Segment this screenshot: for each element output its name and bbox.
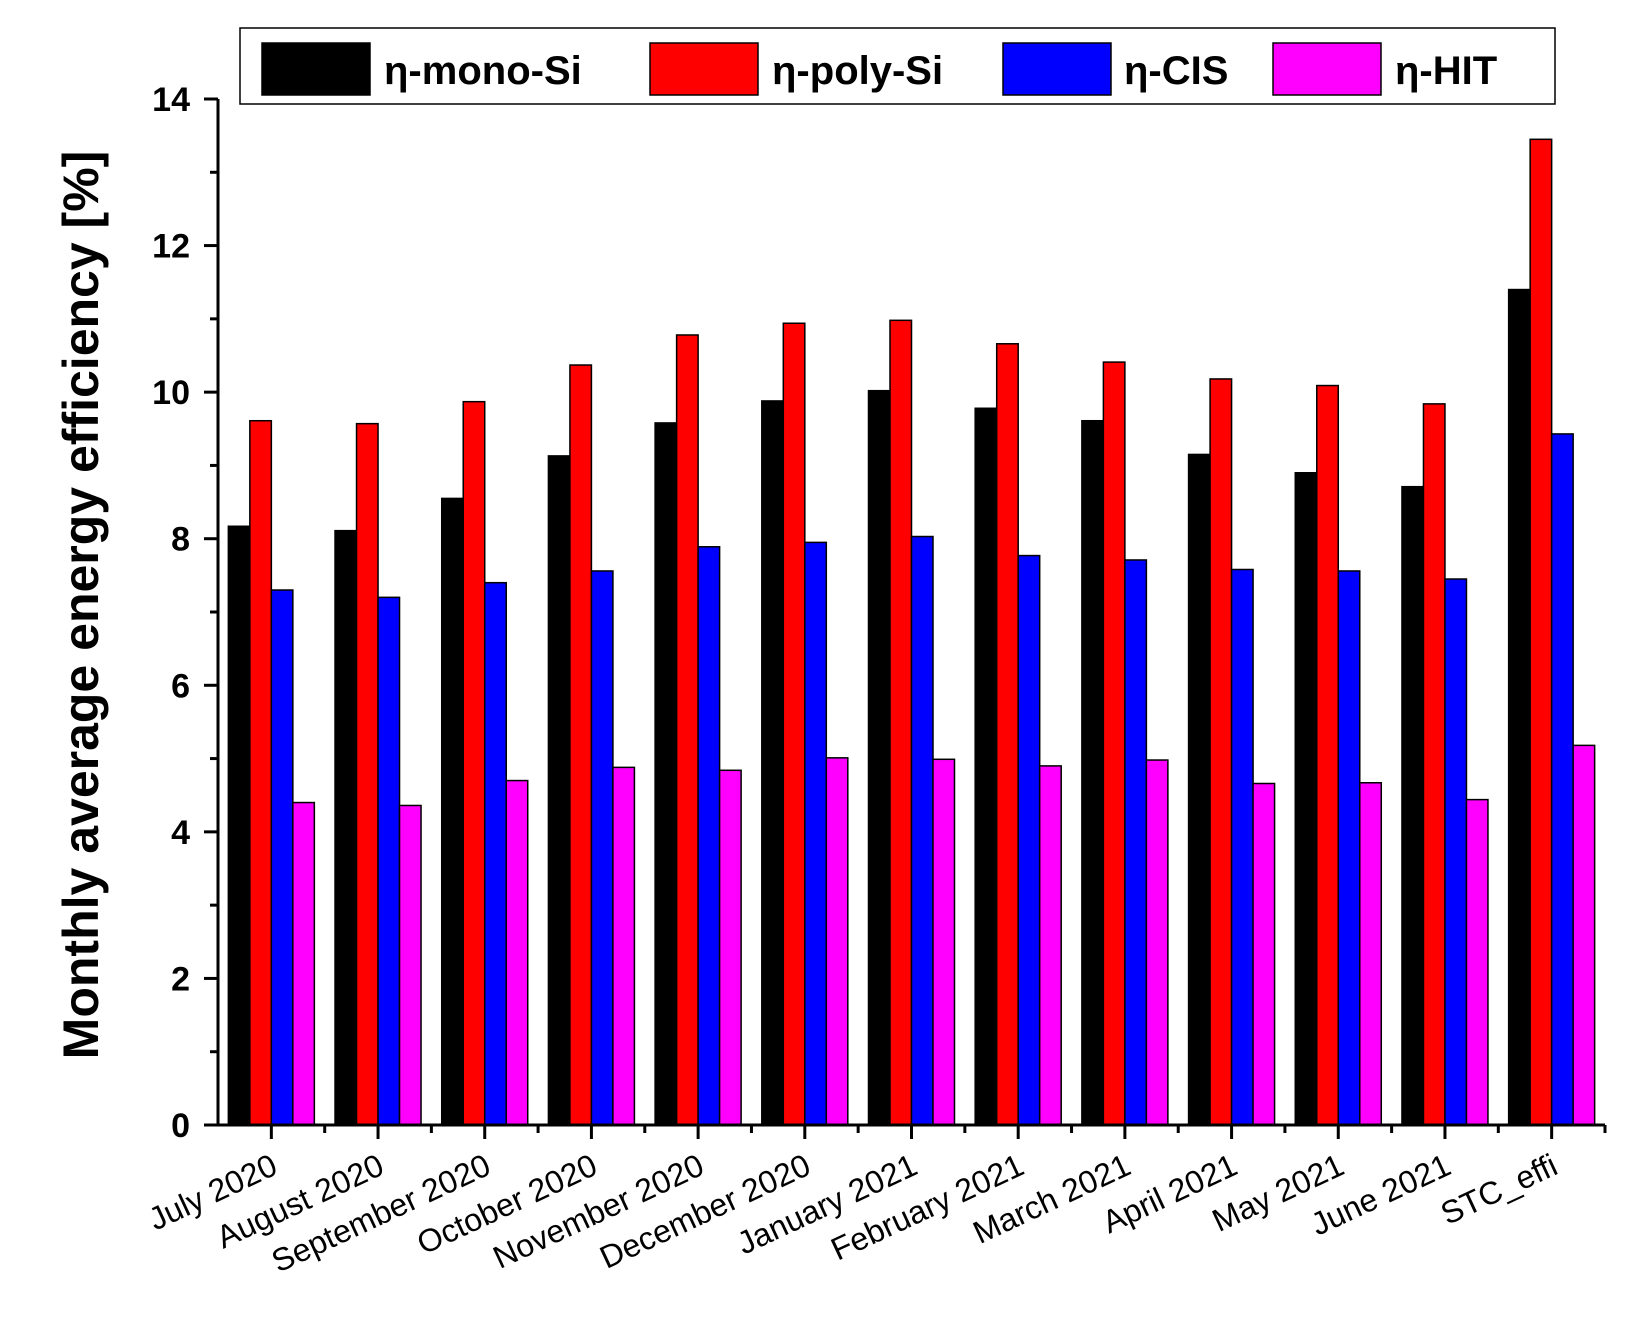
bar-july-2020-series-1 bbox=[249, 419, 273, 1126]
bar-july-2020-series-2 bbox=[270, 589, 294, 1126]
bar-december-2020-series-2 bbox=[804, 541, 828, 1126]
y-tick-label: 4 bbox=[171, 814, 190, 852]
bar-stc-effi-series-2 bbox=[1550, 433, 1574, 1126]
bar-june-2021-series-2 bbox=[1444, 578, 1468, 1126]
bar-january-2021-series-3 bbox=[932, 758, 956, 1126]
bar-january-2021-series-2 bbox=[910, 535, 934, 1126]
y-tick-label: 8 bbox=[171, 521, 190, 559]
y-ticks-layer: 0 2 4 6 8 10 12 14 bbox=[152, 81, 218, 1145]
bar-march-2021-series-0 bbox=[1081, 419, 1105, 1126]
bar-march-2021-series-3 bbox=[1145, 759, 1169, 1126]
bar-stc-effi-series-1 bbox=[1529, 138, 1553, 1126]
legend-label-series-3: η-HIT bbox=[1395, 49, 1497, 93]
legend: η-mono-Si η-poly-Si η-CIS η-HIT bbox=[239, 27, 1556, 105]
bar-february-2021-series-0 bbox=[974, 407, 998, 1126]
bars-layer bbox=[227, 138, 1596, 1126]
bar-april-2021-series-3 bbox=[1252, 782, 1276, 1126]
bar-january-2021-series-1 bbox=[889, 319, 913, 1126]
bar-november-2020-series-1 bbox=[675, 334, 699, 1126]
bar-october-2020-series-2 bbox=[590, 570, 614, 1126]
bar-december-2020-series-0 bbox=[761, 400, 785, 1126]
bar-march-2021-series-2 bbox=[1124, 559, 1148, 1126]
legend-swatch-series-1 bbox=[649, 42, 759, 96]
bar-march-2021-series-1 bbox=[1102, 361, 1126, 1126]
legend-label-series-2: η-CIS bbox=[1124, 49, 1228, 93]
bar-june-2021-series-1 bbox=[1422, 403, 1446, 1126]
bar-september-2020-series-0 bbox=[440, 497, 464, 1126]
legend-swatch-series-3 bbox=[1272, 42, 1382, 96]
bar-november-2020-series-2 bbox=[697, 546, 721, 1126]
bar-may-2021-series-1 bbox=[1316, 384, 1340, 1126]
y-tick-label: 6 bbox=[171, 667, 190, 705]
bar-january-2021-series-0 bbox=[867, 389, 891, 1126]
legend-swatch-series-0 bbox=[261, 42, 371, 96]
bar-june-2021-series-3 bbox=[1465, 798, 1489, 1126]
y-tick-label: 0 bbox=[171, 1107, 190, 1145]
bar-may-2021-series-0 bbox=[1294, 472, 1318, 1126]
bar-august-2020-series-0 bbox=[334, 529, 358, 1126]
bar-may-2021-series-2 bbox=[1337, 570, 1361, 1126]
bar-august-2020-series-2 bbox=[377, 596, 401, 1126]
bar-april-2021-series-1 bbox=[1209, 378, 1233, 1126]
bar-october-2020-series-3 bbox=[612, 766, 636, 1126]
bar-february-2021-series-2 bbox=[1017, 554, 1041, 1126]
y-tick-label: 14 bbox=[152, 81, 190, 119]
bar-october-2020-series-0 bbox=[547, 455, 571, 1126]
bar-february-2021-series-1 bbox=[995, 343, 1019, 1126]
bar-april-2021-series-0 bbox=[1187, 453, 1211, 1126]
bar-june-2021-series-0 bbox=[1401, 485, 1425, 1126]
bar-stc-effi-series-3 bbox=[1572, 744, 1596, 1126]
legend-label-series-0: η-mono-Si bbox=[384, 49, 582, 93]
bar-august-2020-series-3 bbox=[398, 804, 422, 1126]
bar-september-2020-series-2 bbox=[483, 581, 507, 1126]
bar-july-2020-series-0 bbox=[227, 525, 251, 1126]
x-tick-label: STC_effi bbox=[1435, 1147, 1563, 1232]
bar-december-2020-series-1 bbox=[782, 322, 806, 1126]
y-tick-label: 2 bbox=[171, 960, 190, 998]
bar-february-2021-series-3 bbox=[1038, 765, 1062, 1126]
y-tick-label: 12 bbox=[152, 228, 190, 266]
bar-november-2020-series-0 bbox=[654, 422, 678, 1126]
bar-july-2020-series-3 bbox=[292, 801, 316, 1126]
bar-may-2021-series-3 bbox=[1359, 782, 1383, 1126]
bar-stc-effi-series-0 bbox=[1507, 288, 1531, 1126]
bar-september-2020-series-3 bbox=[505, 779, 529, 1126]
bar-august-2020-series-1 bbox=[355, 422, 379, 1126]
legend-label-series-1: η-poly-Si bbox=[772, 49, 943, 93]
y-axis-label: Monthly average energy efficiency [%] bbox=[53, 151, 109, 1060]
bar-december-2020-series-3 bbox=[825, 757, 849, 1126]
legend-swatch-series-2 bbox=[1002, 42, 1112, 96]
bar-september-2020-series-1 bbox=[462, 400, 486, 1126]
bar-october-2020-series-1 bbox=[569, 364, 593, 1126]
bar-april-2021-series-2 bbox=[1230, 568, 1254, 1126]
bar-november-2020-series-3 bbox=[718, 769, 742, 1126]
y-tick-label: 10 bbox=[152, 374, 190, 412]
